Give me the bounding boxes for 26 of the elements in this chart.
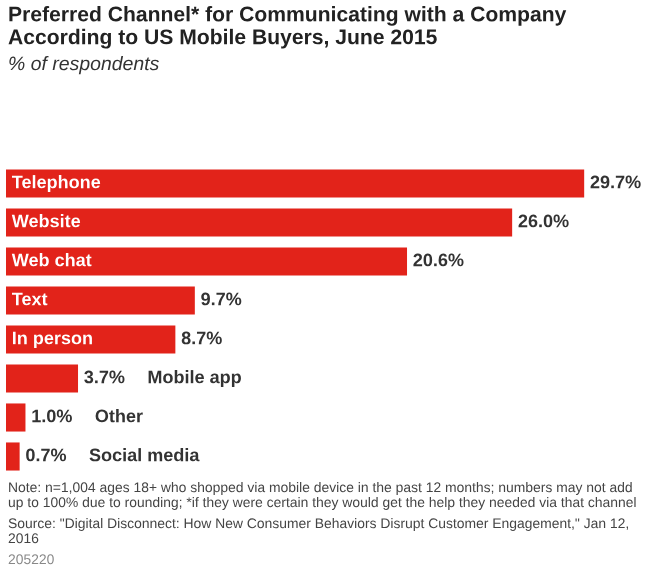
- y-tick-label: In person: [12, 331, 92, 348]
- bar: [6, 403, 26, 432]
- y-tick-label: Other: [95, 409, 143, 423]
- bar: [6, 286, 195, 315]
- chart-title: Preferred Channel* for Communicating with a Company According to US Mobile Buyers, June 2015: [8, 6, 567, 49]
- chart-subtitle: % of respondents: [9, 56, 159, 75]
- bar: [6, 208, 513, 237]
- y-tick-label: Text: [11, 292, 48, 306]
- data-label: 1.0%: [32, 409, 72, 423]
- data-label: 29.7%: [590, 175, 641, 189]
- data-label: 8.7%: [181, 331, 222, 345]
- y-tick-label: Web chat: [11, 253, 92, 267]
- y-tick-label: Social media: [89, 448, 200, 462]
- bar: [6, 169, 585, 198]
- data-label: 20.6%: [413, 253, 464, 267]
- bar: [6, 325, 176, 354]
- y-tick-label: Mobile app: [148, 370, 241, 387]
- data-label: 26.0%: [518, 214, 569, 228]
- data-label: 9.7%: [201, 292, 242, 306]
- data-label: 0.7%: [26, 448, 67, 462]
- data-label: 3.7%: [84, 370, 125, 384]
- bar: [6, 247, 408, 276]
- bar: [6, 364, 79, 393]
- bar: [6, 442, 20, 471]
- y-tick-label: Website: [11, 214, 81, 228]
- y-tick-label: Telephone: [11, 175, 101, 192]
